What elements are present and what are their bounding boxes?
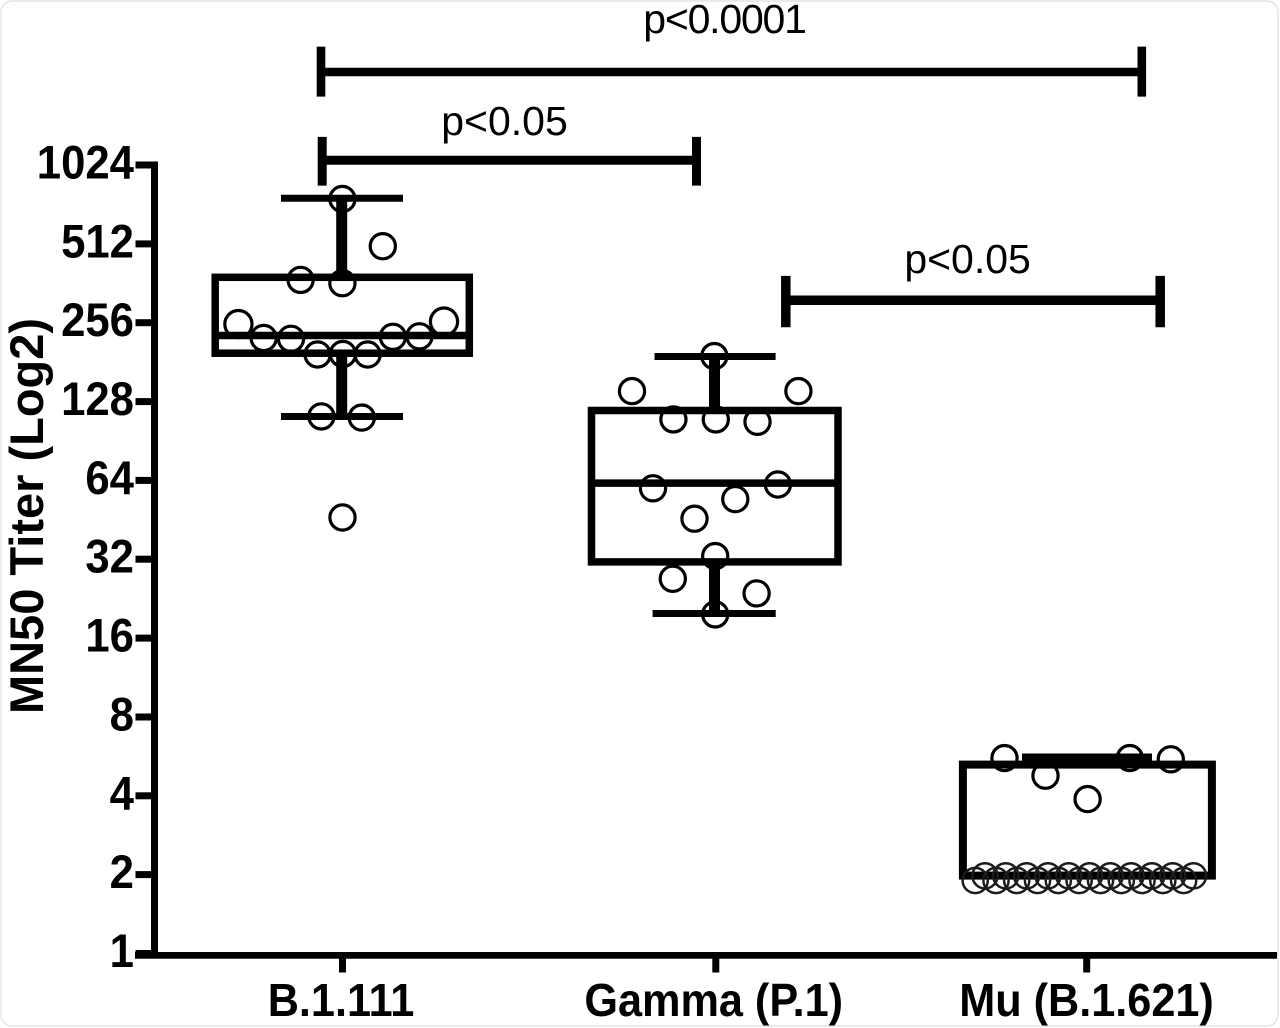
svg-text:32: 32 [85, 530, 134, 583]
svg-text:64: 64 [85, 451, 134, 504]
svg-text:2: 2 [110, 846, 134, 899]
svg-text:MN50 Titer (Log2): MN50 Titer (Log2) [0, 318, 53, 714]
svg-text:512: 512 [61, 215, 134, 268]
svg-text:4: 4 [110, 767, 134, 820]
svg-text:Mu (B.1.621): Mu (B.1.621) [959, 976, 1214, 1026]
svg-text:Gamma (P.1): Gamma (P.1) [584, 976, 843, 1026]
svg-text:B.1.111: B.1.111 [268, 976, 415, 1026]
svg-text:128: 128 [61, 373, 134, 426]
svg-text:1: 1 [110, 925, 134, 978]
svg-text:p<0.05: p<0.05 [904, 236, 1031, 282]
svg-text:256: 256 [61, 294, 134, 347]
svg-text:p<0.0001: p<0.0001 [643, 0, 806, 42]
svg-text:8: 8 [110, 688, 134, 741]
svg-text:1024: 1024 [37, 136, 134, 189]
svg-text:p<0.05: p<0.05 [441, 98, 568, 144]
svg-text:16: 16 [85, 609, 134, 662]
